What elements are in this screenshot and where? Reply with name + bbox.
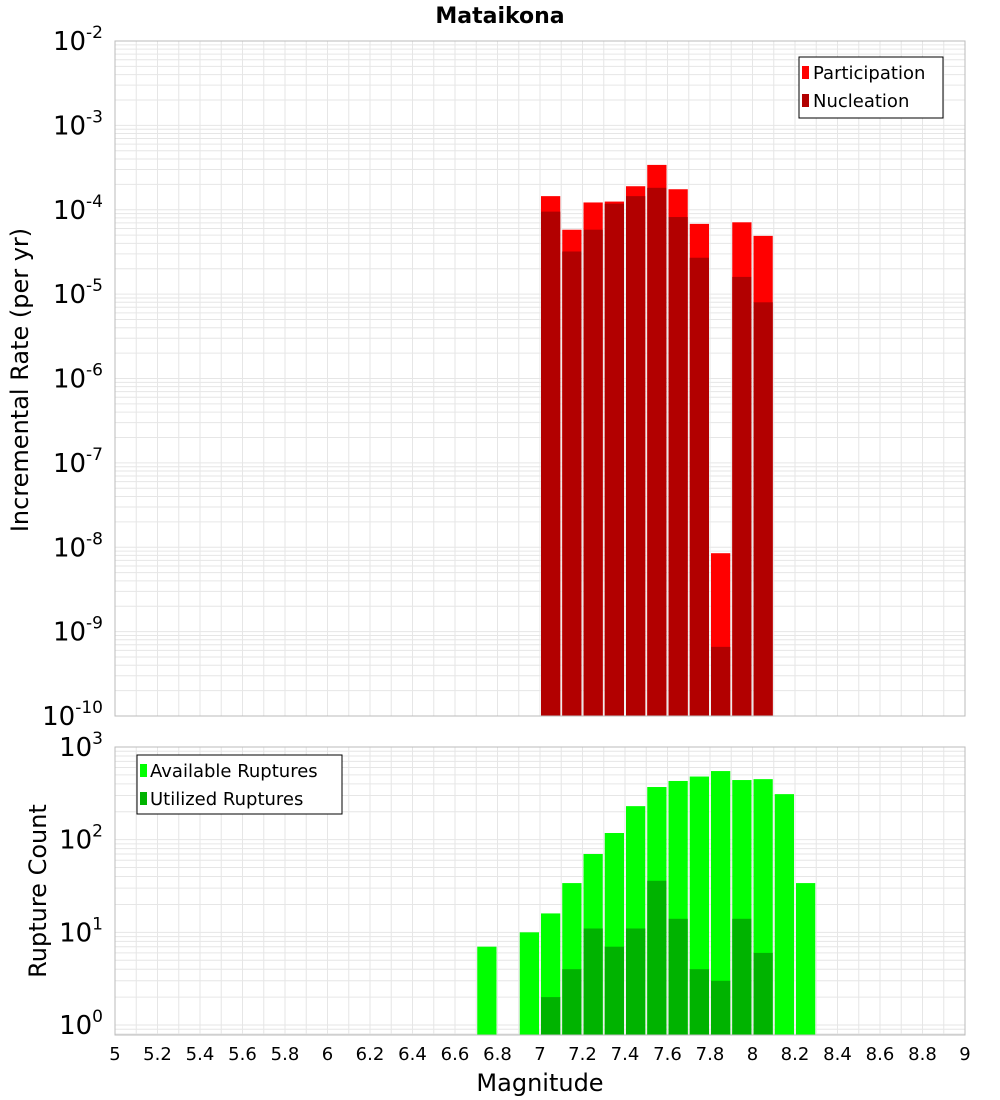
x-tick-label: 7.2 xyxy=(568,1044,597,1065)
rate-y-tick-label: 10-8 xyxy=(53,529,103,563)
count-bar-utilized-ruptures xyxy=(711,980,731,1035)
rate-bar-nucleation xyxy=(604,203,624,717)
x-tick-label: 7.6 xyxy=(653,1044,682,1065)
rate-bar-nucleation xyxy=(541,211,561,716)
rate-legend-box xyxy=(798,56,944,119)
count-bar-available-ruptures xyxy=(711,771,731,1035)
chart-title: Mataikona xyxy=(435,4,564,29)
count-bar-utilized-ruptures xyxy=(689,969,709,1035)
rate-y-tick-label: 10-5 xyxy=(53,276,103,310)
x-tick-label: 6.6 xyxy=(441,1044,470,1065)
count-legend-box xyxy=(136,754,343,815)
count-bar-available-ruptures xyxy=(796,883,816,1035)
rate-bar-nucleation xyxy=(668,217,688,716)
rate-bar-nucleation xyxy=(732,276,752,716)
count-bar-utilized-ruptures xyxy=(732,918,752,1035)
rate-y-tick-label: 10-3 xyxy=(53,107,103,141)
count-y-tick-label: 103 xyxy=(59,729,103,763)
count-y-tick-label: 102 xyxy=(59,822,103,856)
x-tick-label: 5.2 xyxy=(143,1044,172,1065)
rate-bar-nucleation xyxy=(647,187,667,717)
participation-legend-label: Participation xyxy=(813,63,925,84)
rate-bar-nucleation xyxy=(753,302,773,716)
rate-legend: Participation Nucleation xyxy=(798,56,944,119)
count-bar-utilized-ruptures xyxy=(668,918,688,1035)
count-bar-available-ruptures xyxy=(477,946,497,1035)
x-tick-label: 5.8 xyxy=(271,1044,300,1065)
rate-y-tick-label: 10-9 xyxy=(53,614,103,648)
rate-plot-frame xyxy=(114,40,966,717)
x-tick-label: 5.6 xyxy=(228,1044,257,1065)
count-bar-available-ruptures xyxy=(519,932,539,1035)
x-tick-label: 9 xyxy=(959,1044,970,1065)
rate-y-tick-label: 10-4 xyxy=(53,192,103,226)
rate-bar-nucleation xyxy=(689,257,709,716)
count-y-ticks: 100 101 102 103 xyxy=(59,729,103,1041)
count-bar-available-ruptures xyxy=(774,794,794,1035)
x-tick-label: 7.4 xyxy=(611,1044,640,1065)
rate-y-tick-label: 10-2 xyxy=(53,23,103,57)
x-tick-label: 8.6 xyxy=(866,1044,895,1065)
count-bar-utilized-ruptures xyxy=(541,997,561,1035)
available-legend-swatch xyxy=(140,764,147,777)
count-panel: 100 101 102 103 Rupture Count Available Rup… xyxy=(24,729,966,1041)
participation-legend-swatch xyxy=(802,66,809,79)
x-tick-label: 7.8 xyxy=(696,1044,725,1065)
available-legend-label: Available Ruptures xyxy=(150,761,318,782)
count-y-axis-label: Rupture Count xyxy=(24,804,52,978)
count-y-tick-label: 100 xyxy=(59,1007,103,1041)
count-bar-utilized-ruptures xyxy=(647,880,667,1035)
rate-bar-nucleation xyxy=(626,196,646,716)
x-tick-label: 6.4 xyxy=(398,1044,427,1065)
count-bar-utilized-ruptures xyxy=(753,952,773,1035)
x-axis-ticks: 5 5.2 5.4 5.6 5.8 6 6.2 6.4 6.6 6.8 7 7.2 7.4 7.6 7.8 8… xyxy=(109,1044,970,1065)
rate-bars xyxy=(541,164,773,717)
count-legend: Available Ruptures Utilized Ruptures xyxy=(136,754,343,815)
x-tick-label: 8.4 xyxy=(823,1044,852,1065)
count-y-tick-label: 101 xyxy=(59,914,103,948)
rate-panel: 10-10 10-9 10-8 10-7 10-6 10-5 10-4 10-3 10-2 In… xyxy=(6,23,966,732)
utilized-legend-label: Utilized Ruptures xyxy=(150,789,303,810)
rate-y-tick-label: 10-6 xyxy=(53,361,103,395)
x-tick-label: 8.2 xyxy=(781,1044,810,1065)
x-axis-label: Magnitude xyxy=(476,1069,603,1097)
rate-bar-nucleation xyxy=(562,251,582,716)
nucleation-legend-swatch xyxy=(802,94,809,107)
rate-y-tick-label: 10-7 xyxy=(53,445,103,479)
x-tick-label: 8 xyxy=(747,1044,758,1065)
rate-bar-nucleation xyxy=(583,229,603,717)
x-tick-label: 7 xyxy=(534,1044,545,1065)
rate-y-tick-label: 10-10 xyxy=(42,698,103,732)
x-tick-label: 5.4 xyxy=(186,1044,215,1065)
rate-grid xyxy=(114,40,966,717)
count-plot-frame xyxy=(114,746,966,1036)
x-tick-label: 6 xyxy=(322,1044,333,1065)
count-bar-utilized-ruptures xyxy=(562,969,582,1035)
x-tick-label: 8.8 xyxy=(908,1044,937,1065)
x-tick-label: 5 xyxy=(109,1044,120,1065)
rate-y-ticks: 10-10 10-9 10-8 10-7 10-6 10-5 10-4 10-3 10-2 xyxy=(42,23,103,732)
count-bar-utilized-ruptures xyxy=(583,928,603,1035)
utilized-legend-swatch xyxy=(140,792,147,805)
x-tick-label: 6.8 xyxy=(483,1044,512,1065)
count-bar-utilized-ruptures xyxy=(604,946,624,1035)
x-tick-label: 6.2 xyxy=(356,1044,385,1065)
rate-y-axis-label: Incremental Rate (per yr) xyxy=(6,228,34,532)
count-bar-utilized-ruptures xyxy=(626,928,646,1035)
nucleation-legend-label: Nucleation xyxy=(813,91,909,112)
rate-bar-nucleation xyxy=(711,646,731,716)
count-bars xyxy=(477,771,816,1035)
